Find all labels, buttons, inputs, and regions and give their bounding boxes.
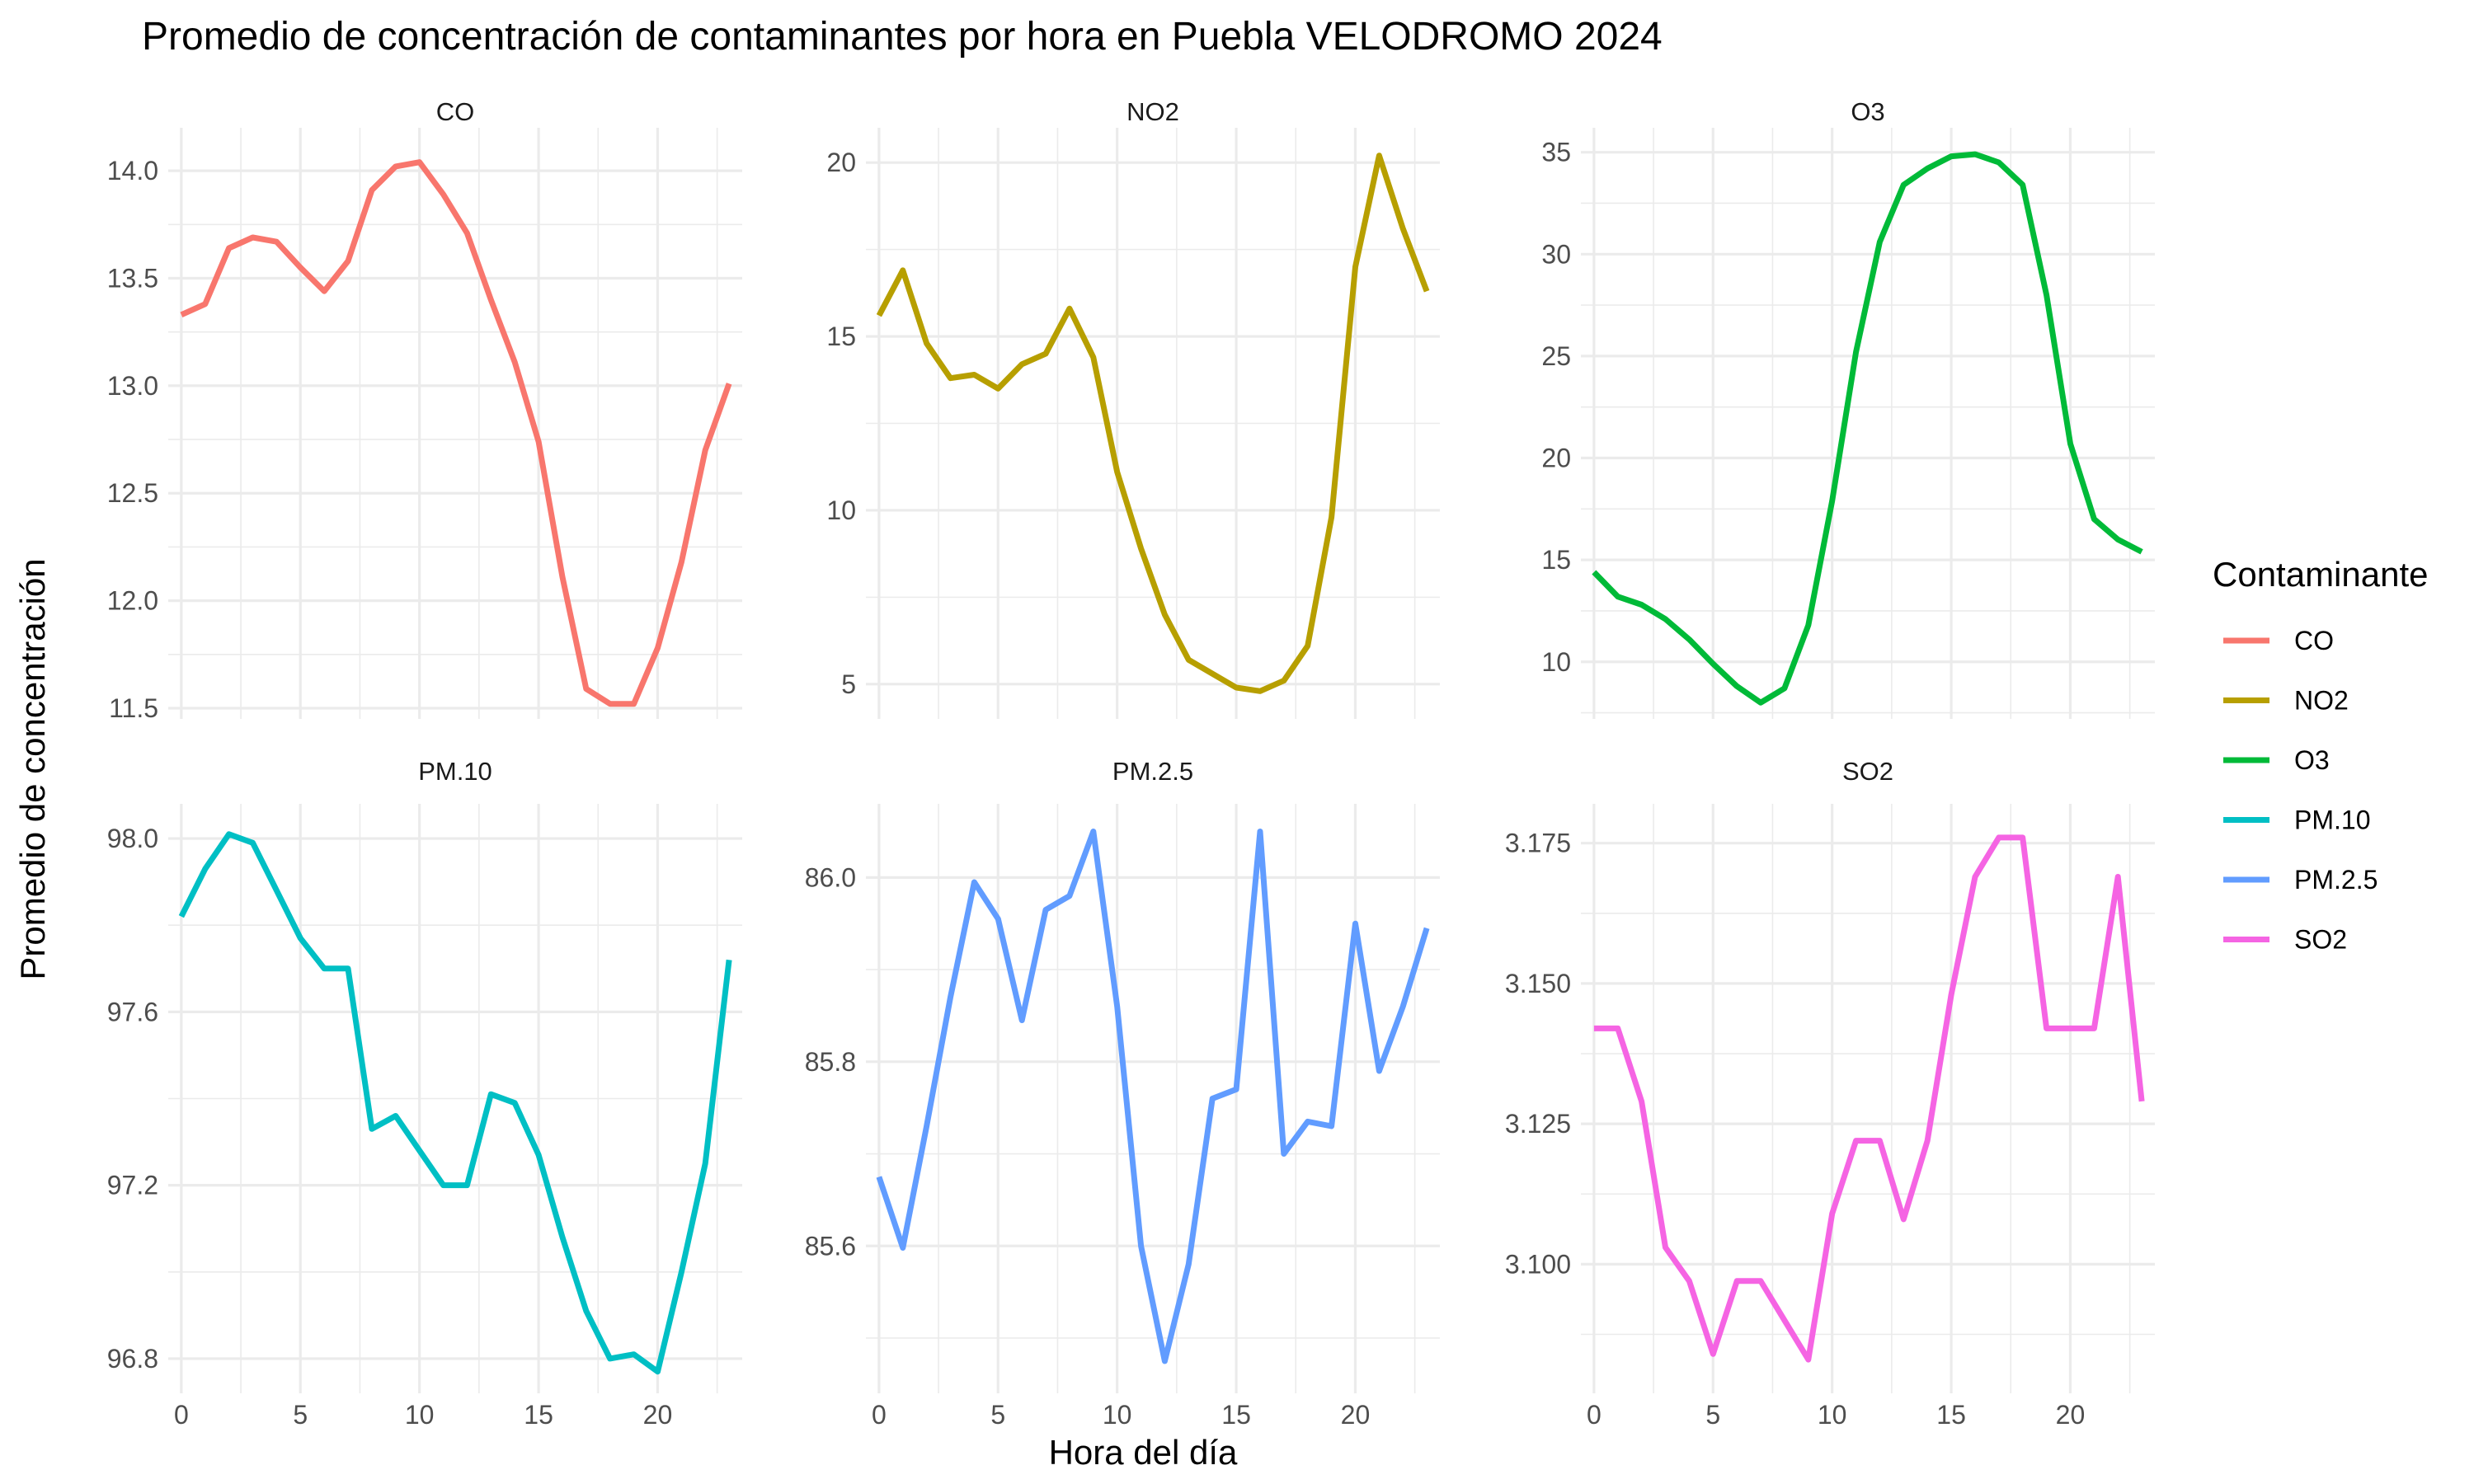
x-tick-label: 5 (293, 1400, 308, 1430)
legend-item-pm-2-5: PM.2.5 (2223, 865, 2378, 895)
y-tick-label: 85.6 (805, 1231, 856, 1261)
panel-so2: SO2 3.100 3.125 3.150 3.175 0 5 10 15 20 (1505, 757, 2155, 1430)
series-line-o3 (1592, 151, 2143, 706)
y-tick-label: 3.150 (1505, 969, 1571, 998)
x-tick-label: 10 (405, 1400, 435, 1430)
panel-strip-label: PM.10 (418, 757, 492, 786)
x-tick-label: 20 (643, 1400, 673, 1430)
legend-item-pm-10: PM.10 (2223, 805, 2370, 835)
x-tick-label: 5 (1705, 1400, 1720, 1430)
y-tick-label: 35 (1541, 138, 1571, 167)
legend-label-pm-2-5: PM.2.5 (2294, 865, 2378, 895)
y-tick-label: 15 (826, 322, 856, 351)
series-line-no2 (876, 153, 1430, 694)
legend-label-pm-10: PM.10 (2294, 805, 2370, 835)
x-tick-label: 20 (1341, 1400, 1371, 1430)
x-tick-label: 0 (872, 1400, 887, 1430)
y-axis-title: Promedio de concentración (13, 558, 52, 979)
y-tick-label: 20 (826, 148, 856, 177)
chart-title: Promedio de concentración de contaminant… (142, 15, 1663, 59)
y-tick-label: 85.8 (805, 1047, 856, 1077)
y-tick-label: 98.0 (107, 824, 158, 853)
panel-o3: O3 10 15 20 25 30 35 (1541, 97, 2155, 719)
y-tick-label: 5 (841, 669, 856, 699)
x-tick-label: 5 (990, 1400, 1005, 1430)
legend-label-co: CO (2294, 626, 2334, 655)
y-tick-label: 3.175 (1505, 829, 1571, 858)
x-tick-label: 10 (1103, 1400, 1132, 1430)
x-axis-title: Hora del día (1049, 1433, 1238, 1472)
x-tick-label: 0 (1587, 1400, 1602, 1430)
legend: Contaminante CO NO2 O3 PM.10 PM.2.5 SO2 (2213, 555, 2429, 955)
panel-pm-2-5: PM.2.5 85.6 85.8 86.0 0 5 10 15 20 (805, 757, 1440, 1430)
y-tick-label: 10 (826, 495, 856, 525)
series-line-co (180, 159, 732, 707)
panel-strip-label: O3 (1851, 97, 1884, 126)
x-tick-label: 20 (2056, 1400, 2086, 1430)
panel-strip-label: NO2 (1126, 97, 1179, 126)
series-line-pm-2-5 (876, 829, 1430, 1364)
legend-item-o3: O3 (2223, 745, 2330, 775)
legend-item-no2: NO2 (2223, 686, 2349, 716)
y-tick-label: 11.5 (109, 693, 158, 723)
y-tick-label: 97.6 (107, 997, 158, 1026)
legend-item-co: CO (2223, 626, 2334, 655)
y-tick-label: 12.0 (107, 586, 158, 616)
x-tick-label: 15 (524, 1400, 553, 1430)
x-tick-label: 15 (1936, 1400, 1966, 1430)
panel-strip-label: SO2 (1842, 757, 1893, 786)
facet-panels: CO 11.5 12.0 12.5 13.0 13.5 14.0 NO2 5 10 15 20 O3 10… (107, 97, 2155, 1430)
y-tick-label: 20 (1541, 444, 1571, 473)
legend-item-so2: SO2 (2223, 925, 2347, 955)
x-tick-label: 15 (1221, 1400, 1251, 1430)
y-tick-label: 12.5 (107, 478, 158, 508)
y-tick-label: 13.0 (107, 371, 158, 401)
y-tick-label: 10 (1541, 647, 1571, 677)
legend-label-no2: NO2 (2294, 686, 2349, 716)
y-tick-label: 86.0 (805, 862, 856, 892)
panel-no2: NO2 5 10 15 20 (826, 97, 1440, 719)
y-tick-label: 3.125 (1505, 1109, 1571, 1139)
y-tick-label: 14.0 (107, 156, 158, 186)
y-tick-label: 15 (1541, 545, 1571, 575)
legend-title: Contaminante (2213, 555, 2429, 594)
y-tick-label: 96.8 (107, 1344, 158, 1374)
y-tick-label: 30 (1541, 239, 1571, 269)
y-tick-label: 13.5 (107, 264, 158, 294)
series-line-so2 (1593, 834, 2145, 1363)
series-line-pm-10 (178, 831, 732, 1375)
legend-label-so2: SO2 (2294, 925, 2347, 955)
panel-pm-10: PM.10 96.8 97.2 97.6 98.0 0 5 10 15 20 (107, 757, 742, 1430)
legend-label-o3: O3 (2294, 745, 2330, 775)
x-tick-label: 0 (174, 1400, 189, 1430)
x-tick-label: 10 (1818, 1400, 1847, 1430)
y-tick-label: 3.100 (1505, 1249, 1571, 1279)
panel-co: CO 11.5 12.0 12.5 13.0 13.5 14.0 (107, 97, 742, 723)
y-tick-label: 25 (1541, 341, 1571, 371)
panel-strip-label: PM.2.5 (1112, 757, 1193, 786)
y-tick-label: 97.2 (107, 1171, 158, 1200)
panel-strip-label: CO (436, 97, 475, 126)
